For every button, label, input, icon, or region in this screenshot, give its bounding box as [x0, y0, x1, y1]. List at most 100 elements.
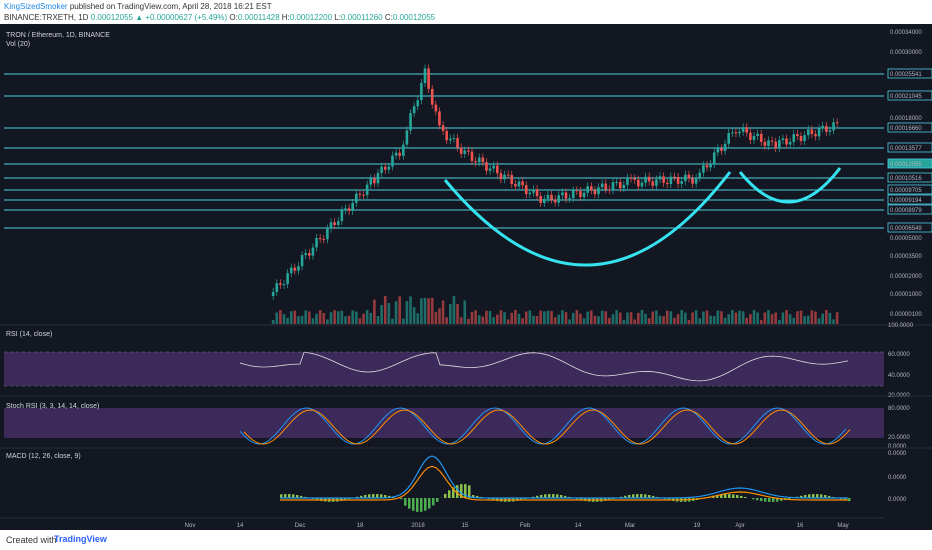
macd-hist-bar [364, 494, 367, 498]
volume-bar [622, 319, 626, 324]
candle-body [394, 152, 398, 156]
macd-hist-bar [736, 495, 739, 498]
stoch-axis: 80.0000 20.0000 0.0000 [888, 406, 910, 450]
candle-body [355, 193, 358, 203]
macd-hist-bar [464, 484, 467, 498]
candle-body [694, 177, 698, 184]
volume-bar [785, 310, 788, 324]
volume-bar [673, 317, 676, 324]
candle-body [662, 176, 665, 183]
price-tick-label: 0.00034000 [890, 30, 922, 36]
volume-bar [586, 311, 589, 324]
volume-bars [271, 296, 839, 324]
time-tick-label: May [837, 523, 848, 529]
volume-bar [738, 310, 741, 324]
volume-bar [575, 310, 579, 324]
candle-body [698, 172, 702, 178]
macd-hist-bar [548, 494, 551, 498]
volume-bar [286, 317, 289, 324]
volume-bar [539, 310, 542, 324]
macd-hist-bar [768, 498, 771, 502]
candle-body [608, 189, 611, 191]
signal-line [280, 465, 849, 501]
volume-bar [430, 297, 434, 324]
candle-body [445, 130, 448, 141]
candle-body [785, 138, 788, 145]
volume-bar [593, 315, 597, 324]
candle-body [756, 133, 759, 137]
candle-body [727, 132, 730, 144]
volume-bar [608, 317, 611, 324]
volume-bar [734, 312, 738, 324]
time-tick-label: 16 [797, 523, 804, 529]
symbol-label: BINANCE:TRXETH, 1D [4, 13, 89, 22]
macd-hist-bar [452, 487, 455, 498]
volume-bar [412, 307, 416, 324]
candle-body [604, 183, 608, 190]
volume-bar [521, 318, 524, 324]
price-tag-box [887, 204, 932, 215]
candle-body [452, 137, 456, 139]
candle-body [716, 148, 720, 153]
macd-hist-bar [812, 494, 815, 498]
candle-body [561, 192, 564, 196]
candle-body [492, 165, 495, 169]
macd-hist-bar [520, 498, 523, 501]
macd-hist-bar [316, 498, 319, 501]
volume-bar [655, 310, 658, 324]
candle-body [633, 178, 636, 180]
volume-bar [510, 312, 514, 324]
candle-body [329, 222, 333, 229]
volume-bar [810, 310, 814, 324]
volume-bar [767, 310, 770, 324]
volume-bar [557, 314, 561, 324]
candle-body [702, 165, 705, 173]
volume-bar [568, 319, 571, 324]
candle-body [593, 190, 597, 195]
candle-body [705, 165, 709, 168]
macd-hist-bar [372, 494, 375, 498]
price-tick-label: 0.00030000 [890, 50, 922, 56]
author-link[interactable]: KingSizedSmoker [4, 2, 68, 11]
horizontal-levels [4, 73, 884, 229]
tradingview-logo[interactable]: TradingView [54, 534, 107, 544]
volume-bar [351, 310, 354, 324]
macd-hist-bar [668, 498, 671, 501]
candle-body [814, 134, 817, 137]
price-tag-box [887, 194, 932, 205]
macd-hist-bar [556, 494, 559, 498]
candle-body [749, 132, 752, 140]
candle-body [637, 179, 640, 187]
candle-body [752, 136, 756, 140]
volume-bar [333, 310, 336, 324]
macd-hist-bar [716, 494, 719, 498]
candle-body [543, 198, 546, 203]
candle-body [640, 182, 644, 187]
candle-body [781, 138, 785, 140]
candle-body [532, 189, 535, 193]
candle-body [369, 178, 373, 185]
candle-body [383, 166, 387, 170]
volume-bar [618, 312, 622, 324]
price-value: 0.00012055 [90, 13, 133, 22]
volume-bar [763, 312, 767, 324]
macd-hist-bar [368, 494, 371, 498]
volume-bar [553, 317, 557, 324]
chart-area[interactable]: 0.00034000 0.00030000 0.00025541 0.00021045… [0, 24, 932, 530]
volume-bar [441, 300, 445, 324]
volume-bar [434, 312, 438, 324]
candle-body [279, 283, 282, 285]
candle-body [488, 168, 492, 171]
volume-bar [289, 311, 293, 324]
time-tick-label: Apr [735, 523, 744, 529]
price-tick-label: 0.00009194 [890, 198, 922, 204]
volume-bar [651, 311, 655, 324]
publish-header: KingSizedSmoker published on TradingView… [0, 0, 932, 24]
price-tag-box [887, 172, 932, 183]
candle-body [835, 122, 839, 124]
candle-body [825, 125, 828, 132]
time-tick-label: 14 [575, 523, 582, 529]
candle-body [799, 136, 803, 142]
volume-bar [615, 310, 618, 324]
volume-bar [373, 299, 376, 324]
